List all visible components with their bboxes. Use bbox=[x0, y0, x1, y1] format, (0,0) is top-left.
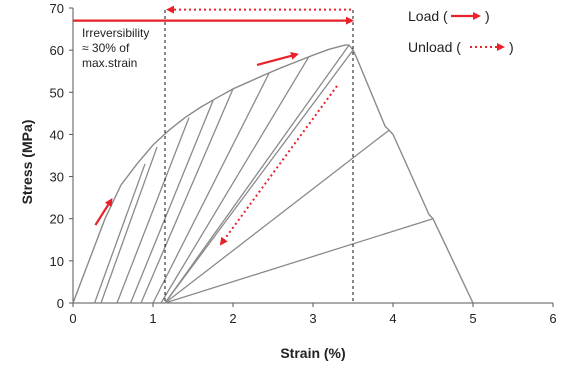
legend-load-close: ) bbox=[485, 8, 490, 24]
annotation-line-2: ≈ 30% of bbox=[82, 41, 130, 55]
y-tick-label: 60 bbox=[50, 43, 64, 58]
unload-direction-arrow bbox=[219, 85, 338, 246]
unload-line bbox=[164, 44, 350, 304]
annotation-line-1: Irreversibility bbox=[82, 26, 149, 40]
unload-line bbox=[129, 100, 214, 304]
annotation-line-3: max.strain bbox=[82, 56, 137, 70]
y-tick-label: 40 bbox=[50, 127, 64, 142]
unload-line bbox=[140, 88, 234, 304]
annotation-text: Irreversibility ≈ 30% of max.strain bbox=[82, 26, 149, 70]
stress-strain-curves bbox=[72, 44, 474, 304]
legend-unload-close: ) bbox=[509, 39, 514, 55]
reference-lines bbox=[164, 10, 354, 303]
y-tick-label: 10 bbox=[50, 254, 64, 269]
y-tick-label: 50 bbox=[50, 85, 64, 100]
legend-load-label: Load ( bbox=[408, 8, 448, 24]
x-tick-label: 0 bbox=[69, 311, 76, 326]
x-tick-label: 6 bbox=[549, 311, 556, 326]
unload-line bbox=[116, 117, 190, 304]
legend: Load ( ) Unload ( ) bbox=[408, 8, 514, 55]
y-axis-label: Stress (MPa) bbox=[19, 120, 35, 205]
unload-line bbox=[160, 56, 310, 304]
unload-line bbox=[164, 49, 354, 304]
unload-line bbox=[164, 129, 390, 304]
legend-unload-label: Unload ( bbox=[408, 39, 461, 55]
load-direction-arrow-upper bbox=[256, 52, 299, 66]
y-tick-label: 30 bbox=[50, 170, 64, 185]
unload-line bbox=[164, 218, 434, 304]
x-tick-label: 1 bbox=[149, 311, 156, 326]
x-tick-label: 3 bbox=[309, 311, 316, 326]
y-tick-label: 0 bbox=[57, 296, 64, 311]
x-axis-label: Strain (%) bbox=[280, 345, 345, 361]
unload-line bbox=[93, 163, 146, 304]
unload-line bbox=[100, 146, 158, 304]
unload-line bbox=[152, 73, 270, 304]
direction-arrows bbox=[73, 5, 354, 246]
y-tick-label: 20 bbox=[50, 212, 64, 227]
load-direction-arrow-lower bbox=[94, 198, 113, 226]
x-tick-label: 2 bbox=[229, 311, 236, 326]
y-tick-label: 70 bbox=[50, 1, 64, 16]
loading-envelope-line bbox=[72, 44, 474, 304]
x-tick-label: 5 bbox=[469, 311, 476, 326]
x-tick-label: 4 bbox=[389, 311, 396, 326]
